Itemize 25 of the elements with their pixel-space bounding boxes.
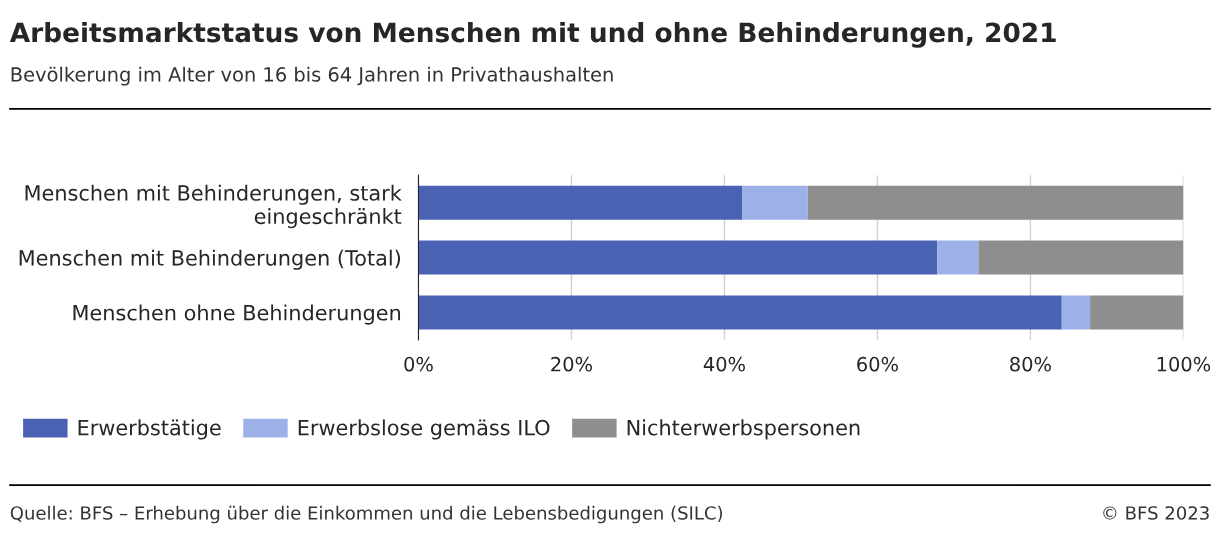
y-tick-label: Menschen mit Behinderungen (Total) [19, 249, 401, 270]
x-tick-label: 40% [703, 356, 745, 372]
x-tick-label: 80% [1010, 356, 1051, 372]
bar [937, 240, 979, 275]
x-tick-label: 20% [551, 356, 592, 372]
bar [1061, 295, 1091, 330]
x-tick-label: 60% [857, 356, 898, 372]
chart-title: Arbeitsmarktstatus von Menschen mit und ohne Behinderungen, 2021 [9, 21, 1056, 48]
legend-label: Erwerbstätige [78, 419, 221, 440]
y-tick-label: Menschen ohne Behinderungen [73, 304, 401, 325]
y-tick-label: Menschen mit Behinderungen, stark eingeschränkt [25, 184, 402, 229]
bar [418, 185, 743, 220]
bar [807, 185, 1184, 220]
bar [978, 240, 1184, 275]
legend-label: Nichterwerbspersonen [627, 419, 860, 440]
legend-label: Erwerbslose gemäss ILO [298, 419, 550, 440]
x-tick-label: 100% [1157, 356, 1211, 372]
bar [742, 185, 808, 220]
bar [418, 295, 1062, 330]
bar [1090, 295, 1184, 330]
x-tick-label: 0% [404, 356, 433, 372]
bar [418, 240, 938, 275]
source-note: Quelle: BFS – Erhebung über die Einkommen und die Lebensbedigungen (SILC) [10, 505, 723, 524]
chart-subtitle: Bevölkerung im Alter von 16 bis 64 Jahren in Privathaushalten [11, 66, 613, 86]
text: © BFS 2023 [1103, 506, 1209, 520]
